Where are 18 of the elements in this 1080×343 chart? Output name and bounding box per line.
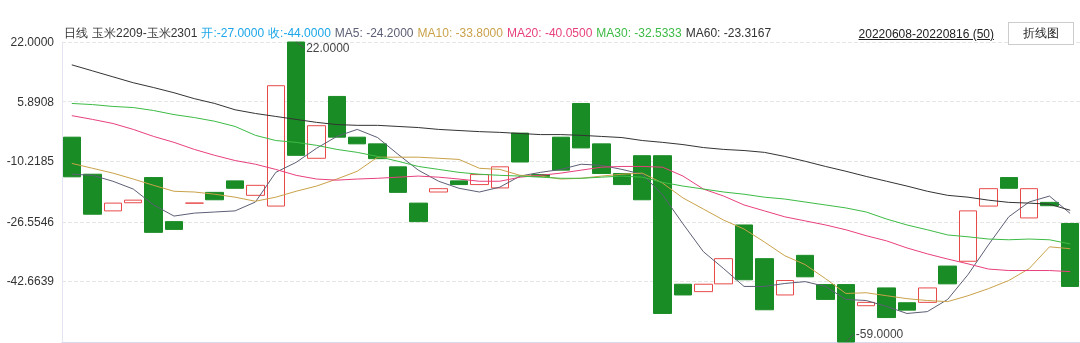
y-tick-label: -42.6639 (6, 274, 55, 289)
annotation: -59.0000 (855, 327, 904, 341)
text: MA60: -23.3167 (685, 26, 772, 40)
text: MA5: -24.2000 (334, 26, 414, 40)
y-tick-label: 22.0000 (10, 35, 55, 49)
text: MA30: -32.5333 (596, 26, 682, 40)
annotation: 22.0000 (306, 41, 350, 55)
text: 开:-27.0000 (201, 26, 265, 40)
chart-subtitle: 玉米2209-玉米2301 (92, 26, 198, 40)
text: MA20: -40.0500 (506, 26, 593, 40)
chart-title: 日线 (64, 26, 88, 40)
text: 收:-44.0000 (268, 26, 331, 40)
text: 折线图 (1008, 22, 1074, 45)
y-tick-label: 5.8908 (17, 94, 55, 109)
text: MA10: -33.8000 (417, 26, 503, 40)
text: 20220608-20220816 (50) (858, 26, 994, 41)
y-tick-label: -10.2185 (6, 154, 55, 169)
y-tick-label: -26.5546 (6, 214, 55, 229)
